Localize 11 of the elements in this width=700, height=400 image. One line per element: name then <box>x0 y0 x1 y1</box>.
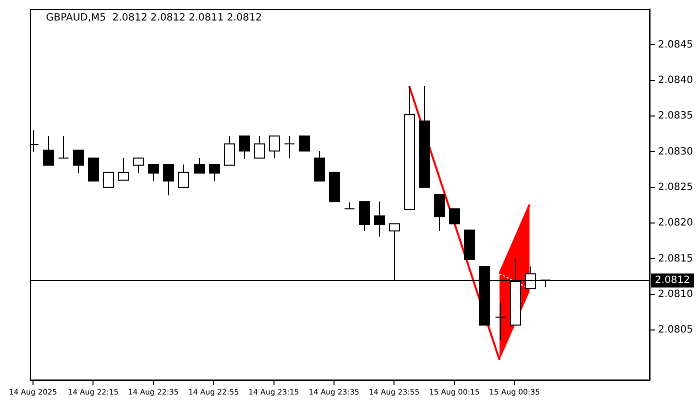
y-tick-label: 2.0820 <box>658 218 694 229</box>
y-tick-label: 2.0840 <box>658 74 694 86</box>
y-tick-label: 2.0810 <box>658 288 694 300</box>
ref-line-label: 2.0812 <box>655 275 690 286</box>
chart-title: GBPAUD,M5 2.0812 2.0812 2.0811 2.0812 <box>46 12 262 24</box>
y-tick-label: 2.0805 <box>658 324 694 336</box>
y-tick-label: 2.0835 <box>658 110 694 122</box>
y-tick-label: 2.0845 <box>658 39 694 50</box>
y-tick-label: 2.0815 <box>658 253 694 264</box>
y-tick-label: 2.0830 <box>658 146 694 158</box>
y-tick-label: 2.0825 <box>658 182 694 193</box>
